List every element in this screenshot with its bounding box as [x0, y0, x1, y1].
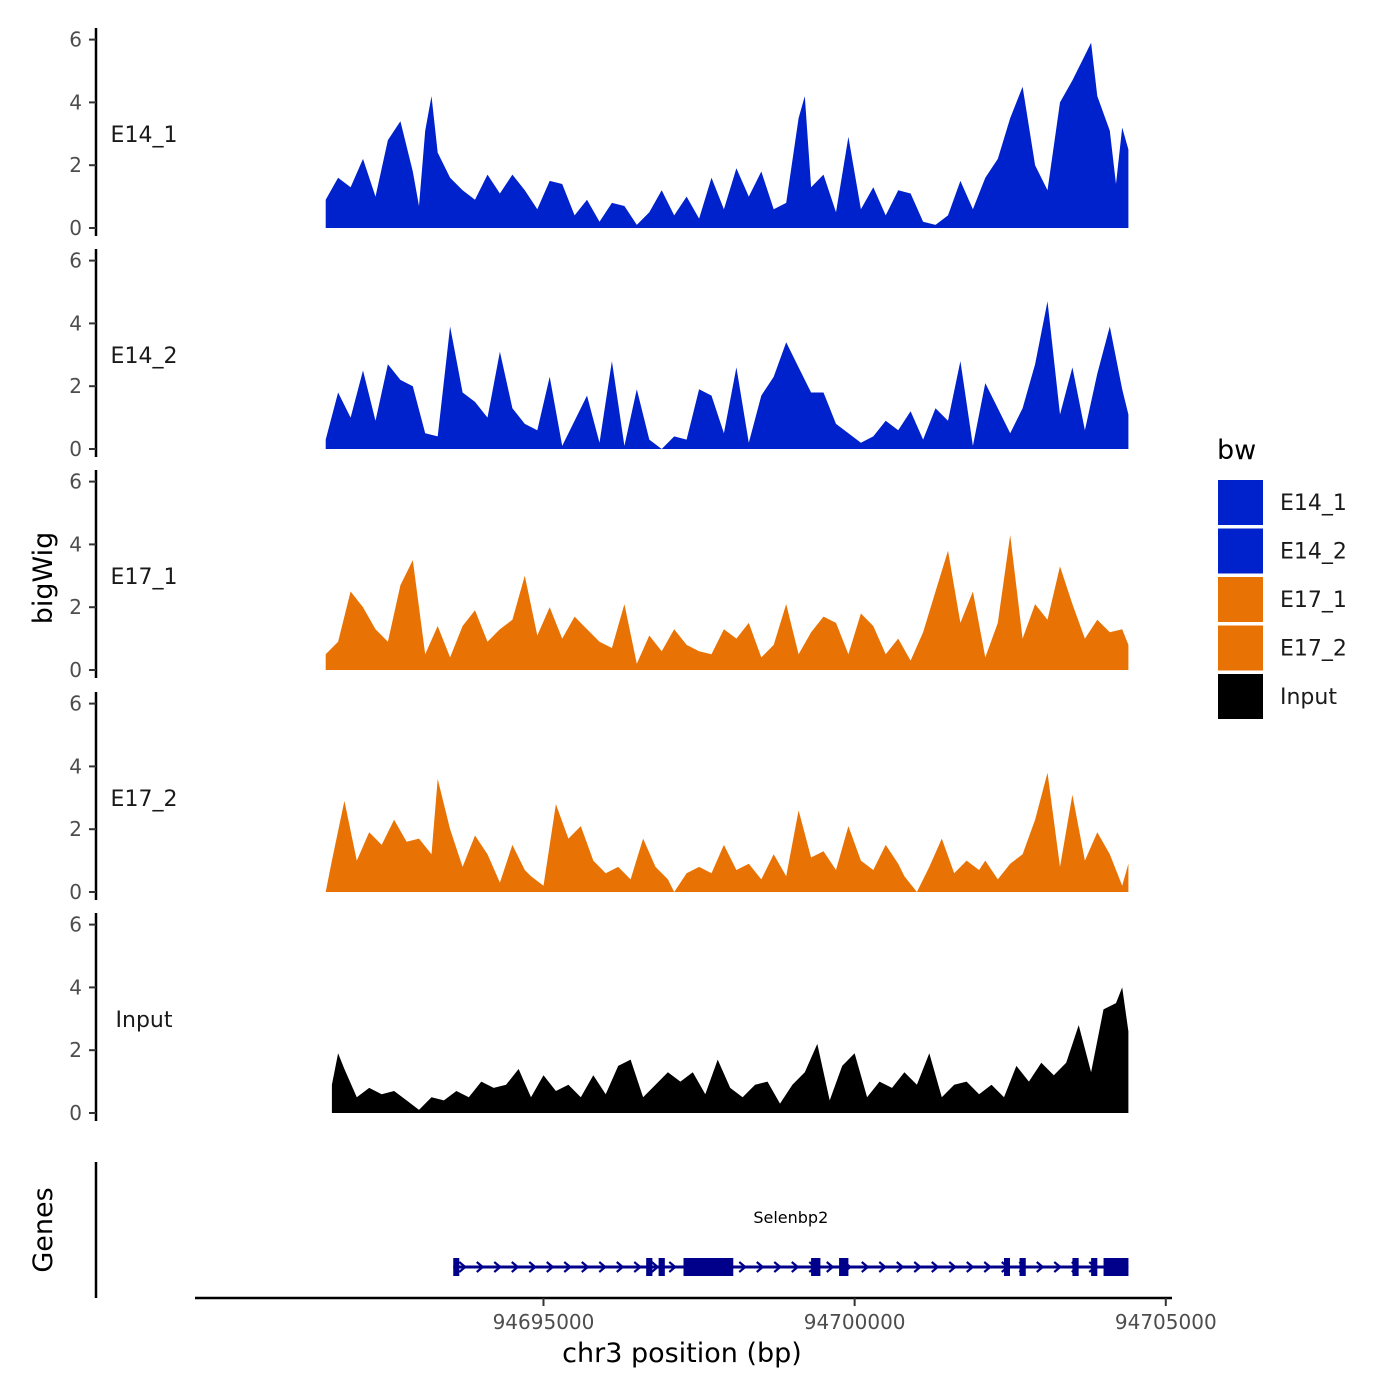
- strand-arrow: [476, 1261, 485, 1273]
- strand-arrow: [598, 1261, 607, 1273]
- y-tick-label: 0: [69, 216, 82, 240]
- track-label: Input: [116, 1008, 173, 1033]
- y-tick-label: 6: [69, 249, 82, 273]
- strand-arrow: [983, 1261, 992, 1273]
- x-axis-title: chr3 position (bp): [562, 1338, 802, 1369]
- y-tick-label: 4: [69, 90, 82, 114]
- strand-arrow: [651, 1261, 660, 1273]
- strand-arrow: [581, 1261, 590, 1273]
- gene-exon: [811, 1258, 821, 1276]
- strand-arrow: [546, 1261, 555, 1273]
- gene-exon: [1091, 1258, 1098, 1276]
- track-label: E14_1: [111, 123, 178, 148]
- tracks-group: 0 2 4 6 E14_1 0 2 4 6 E14_2 0 2 4 6 E17_1 0 2 4 6 E17_2 0 2 4 6…: [69, 28, 1129, 1125]
- coverage-area: [325, 772, 1129, 892]
- genes-axis-title: Genes: [28, 1187, 59, 1272]
- track-label: E14_2: [111, 344, 178, 369]
- y-tick-label: 2: [69, 817, 82, 841]
- strand-arrow: [896, 1261, 905, 1273]
- track-label: E17_2: [111, 787, 178, 812]
- strand-arrow: [773, 1261, 782, 1273]
- strand-arrow: [633, 1261, 642, 1273]
- legend-key-E14_2: [1218, 528, 1263, 574]
- strand-arrow: [738, 1261, 747, 1273]
- strand-arrow: [528, 1261, 537, 1273]
- strand-arrow: [791, 1261, 800, 1273]
- strand-arrow: [511, 1261, 520, 1273]
- strand-arrow: [913, 1261, 922, 1273]
- strand-arrow: [668, 1261, 677, 1273]
- gene-exon: [1103, 1258, 1129, 1276]
- coverage-area: [331, 987, 1129, 1113]
- gene-exon: [1003, 1258, 1010, 1276]
- legend-label: E14_1: [1280, 491, 1347, 516]
- y-tick-label: 0: [69, 880, 82, 904]
- track-label: E17_1: [111, 565, 178, 590]
- gene-exon: [839, 1258, 849, 1276]
- gene-exon: [1072, 1258, 1079, 1276]
- legend-title: bw: [1217, 435, 1256, 466]
- y-tick-label: 2: [69, 595, 82, 619]
- y-tick-label: 6: [69, 913, 82, 937]
- track-panel-E17_1: 0 2 4 6 E17_1: [69, 470, 1129, 682]
- track-panel-E14_1: 0 2 4 6 E14_1: [69, 28, 1129, 240]
- strand-arrow: [966, 1261, 975, 1273]
- y-tick-label: 4: [69, 754, 82, 778]
- x-tick-label: 94695000: [493, 1310, 595, 1334]
- gene-model: [453, 1258, 1129, 1276]
- gene-name-label: Selenbp2: [753, 1208, 828, 1227]
- y-tick-label: 6: [69, 28, 82, 52]
- coverage-area: [325, 301, 1129, 449]
- strand-arrow: [948, 1261, 957, 1273]
- legend-label: Input: [1280, 685, 1337, 710]
- y-tick-label: 4: [69, 975, 82, 999]
- y-tick-label: 0: [69, 437, 82, 461]
- y-tick-label: 2: [69, 1038, 82, 1062]
- legend-key-Input: [1218, 674, 1263, 719]
- legend-key-E14_1: [1218, 480, 1263, 525]
- strand-arrow: [861, 1261, 870, 1273]
- track-panel-Input: 0 2 4 6 Input: [69, 913, 1129, 1125]
- strand-arrow: [616, 1261, 625, 1273]
- y-tick-label: 0: [69, 1101, 82, 1125]
- x-tick-label: 94705000: [1115, 1310, 1217, 1334]
- y-tick-label: 6: [69, 470, 82, 494]
- y-axis-title: bigWig: [28, 532, 59, 625]
- gene-panel: Genes Selenbp2: [28, 1162, 1129, 1298]
- y-tick-label: 4: [69, 311, 82, 335]
- legend-label: E14_2: [1280, 540, 1347, 565]
- coverage-area: [325, 42, 1129, 229]
- strand-arrow: [493, 1261, 502, 1273]
- y-tick-label: 4: [69, 532, 82, 556]
- x-axis: 94695000 94700000 94705000: [195, 1296, 1217, 1334]
- strand-arrow: [756, 1261, 765, 1273]
- track-panel-E14_2: 0 2 4 6 E14_2: [69, 249, 1129, 461]
- gene-exon: [658, 1258, 665, 1276]
- y-tick-label: 2: [69, 374, 82, 398]
- strand-arrow: [563, 1261, 572, 1273]
- track-panel-E17_2: 0 2 4 6 E17_2: [69, 692, 1129, 904]
- strand-arrow: [931, 1261, 940, 1273]
- legend-label: E17_1: [1280, 588, 1347, 613]
- strand-arrow: [878, 1261, 887, 1273]
- coverage-area: [325, 535, 1129, 670]
- y-tick-label: 0: [69, 658, 82, 682]
- y-tick-label: 2: [69, 153, 82, 177]
- strand-arrow: [1053, 1261, 1062, 1273]
- strand-arrow: [458, 1261, 467, 1273]
- gene-exon: [646, 1258, 653, 1276]
- legend-key-E17_2: [1218, 625, 1263, 671]
- gene-exon: [683, 1258, 734, 1276]
- strand-arrow: [1036, 1261, 1045, 1273]
- gene-exon: [1019, 1258, 1026, 1276]
- legend-key-E17_1: [1218, 577, 1263, 622]
- legend-label: E17_2: [1280, 637, 1347, 662]
- legend: bw E14_1 E14_2 E17_1 E17_2 Input: [1217, 435, 1347, 719]
- strand-arrow: [826, 1261, 835, 1273]
- x-tick-label: 94700000: [804, 1310, 906, 1334]
- y-tick-label: 6: [69, 692, 82, 716]
- gene-exon: [453, 1258, 460, 1276]
